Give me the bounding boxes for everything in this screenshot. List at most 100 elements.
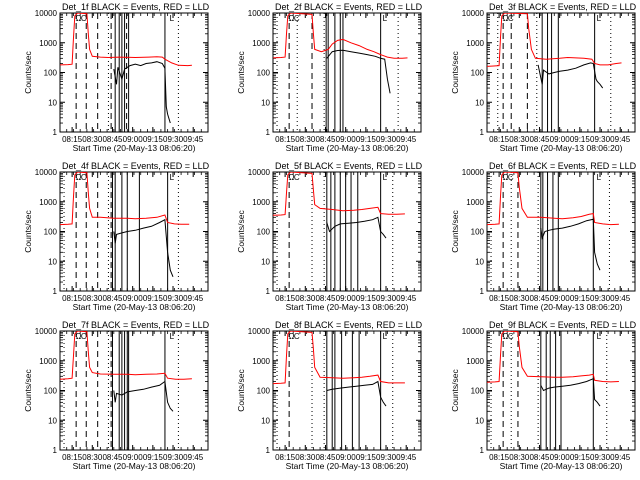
x-tick-label: 09:00 — [336, 135, 357, 144]
marker-symbol: Ω — [288, 173, 294, 182]
y-tick-label: 1 — [53, 446, 58, 455]
x-tick-label: 09:30 — [590, 453, 611, 462]
x-tick-label: 08:15 — [62, 453, 83, 462]
panel-title: Det_4f BLACK = Events, RED = LLD — [62, 161, 210, 171]
marker-symbol: Ω — [502, 332, 508, 341]
x-tick-label: 09:15 — [570, 453, 591, 462]
x-tick-label: 09:45 — [396, 135, 417, 144]
panel-det-5f: Det_5f BLACK = Events, RED = LLD 1 10 100 10… — [236, 161, 423, 312]
lld-series-line — [273, 172, 405, 216]
x-axis-title: Start Time (20-May-13 08:06:20) — [500, 302, 623, 312]
x-tick-label: 08:30 — [509, 135, 530, 144]
x-tick-label: 09:00 — [550, 453, 571, 462]
y-tick-label: 10000 — [462, 168, 485, 177]
y-tick-label: 10 — [261, 416, 270, 425]
events-series-line — [540, 218, 601, 271]
lld-series-line — [487, 13, 622, 67]
marker-symbol: Ω — [288, 14, 294, 23]
x-tick-label: 08:30 — [295, 135, 316, 144]
y-tick-label: 1000 — [466, 39, 484, 48]
y-tick-label: 10000 — [462, 9, 485, 18]
panel-title: Det_3f BLACK = Events, RED = LLD — [489, 2, 637, 12]
y-tick-label: 100 — [471, 69, 485, 78]
x-tick-label: 08:30 — [82, 294, 103, 303]
x-tick-label: 09:45 — [610, 453, 631, 462]
marker-symbol: L — [170, 14, 175, 23]
x-tick-label: 09:15 — [356, 135, 377, 144]
plot-frame — [59, 12, 209, 133]
plot-frame — [59, 171, 209, 292]
lld-series-line — [487, 172, 619, 226]
events-series-line — [113, 380, 174, 412]
y-tick-label: 100 — [44, 228, 58, 237]
y-tick-label: 100 — [257, 69, 271, 78]
y-tick-label: 1 — [53, 287, 58, 296]
y-tick-label: 100 — [471, 228, 485, 237]
plot-frame — [486, 12, 636, 133]
x-tick-label: 09:00 — [336, 294, 357, 303]
marker-symbol: L — [597, 14, 602, 23]
plot-frame — [272, 12, 422, 133]
events-series-line — [113, 218, 174, 277]
y-tick-label: 1 — [266, 446, 271, 455]
marker-symbol: C — [294, 332, 300, 341]
y-tick-label: 1 — [266, 287, 271, 296]
events-series-line — [326, 49, 391, 94]
x-tick-label: 08:45 — [102, 294, 123, 303]
y-tick-label: 100 — [257, 228, 271, 237]
lld-series-line — [487, 331, 619, 383]
y-tick-label: 1000 — [252, 198, 270, 207]
x-tick-label: 09:15 — [143, 135, 164, 144]
y-axis-title: Counts/sec — [450, 368, 460, 411]
x-tick-label: 09:00 — [123, 453, 144, 462]
x-tick-label: 09:00 — [336, 453, 357, 462]
x-tick-label: 09:15 — [356, 453, 377, 462]
y-tick-label: 10 — [48, 416, 57, 425]
x-tick-label: 09:30 — [376, 294, 397, 303]
marker-symbol: L — [383, 173, 388, 182]
lld-series-line — [60, 172, 190, 226]
x-tick-label: 09:30 — [163, 453, 184, 462]
panel-title: Det_8f BLACK = Events, RED = LLD — [275, 320, 423, 330]
y-axis-title: Counts/sec — [236, 368, 246, 411]
marker-symbol: L — [383, 14, 388, 23]
marker-symbol: Ω — [75, 14, 81, 23]
x-tick-label: 08:15 — [275, 135, 296, 144]
panel-title: Det_1f BLACK = Events, RED = LLD — [62, 2, 210, 12]
y-tick-label: 10 — [261, 98, 270, 107]
x-tick-label: 09:30 — [376, 453, 397, 462]
marker-symbol: C — [81, 173, 87, 182]
y-tick-label: 1000 — [39, 198, 57, 207]
x-axis-title: Start Time (20-May-13 08:06:20) — [286, 302, 409, 312]
y-tick-label: 10 — [261, 257, 270, 266]
marker-symbol: C — [508, 332, 514, 341]
marker-symbol: Ω — [75, 332, 81, 341]
y-axis-title: Counts/sec — [23, 368, 33, 411]
x-tick-label: 08:15 — [275, 294, 296, 303]
x-tick-label: 09:15 — [143, 294, 164, 303]
x-axis-title: Start Time (20-May-13 08:06:20) — [73, 302, 196, 312]
panel-det-2f: Det_2f BLACK = Events, RED = LLD 1 10 100 10… — [236, 2, 423, 153]
y-tick-label: 1 — [480, 128, 485, 137]
y-tick-label: 10 — [475, 98, 484, 107]
y-tick-label: 10000 — [35, 9, 58, 18]
y-tick-label: 1000 — [39, 357, 57, 366]
panel-det-1f: Det_1f BLACK = Events, RED = LLD 1 10 100 10… — [23, 2, 210, 153]
marker-symbol: L — [383, 332, 388, 341]
y-tick-label: 1 — [53, 128, 58, 137]
x-axis-title: Start Time (20-May-13 08:06:20) — [73, 143, 196, 153]
marker-symbol: C — [81, 332, 87, 341]
y-tick-label: 10 — [48, 257, 57, 266]
x-tick-label: 08:15 — [489, 294, 510, 303]
plot-frame — [486, 171, 636, 292]
y-tick-label: 1 — [480, 446, 485, 455]
y-tick-label: 1000 — [39, 39, 57, 48]
x-tick-label: 09:30 — [590, 294, 611, 303]
y-tick-label: 1 — [480, 287, 485, 296]
x-tick-label: 09:45 — [396, 294, 417, 303]
x-tick-label: 08:30 — [82, 135, 103, 144]
y-tick-label: 100 — [257, 387, 271, 396]
x-tick-label: 09:45 — [183, 453, 204, 462]
panel-det-7f: Det_7f BLACK = Events, RED = LLD 1 10 100 10… — [23, 320, 210, 471]
x-tick-label: 08:30 — [509, 453, 530, 462]
